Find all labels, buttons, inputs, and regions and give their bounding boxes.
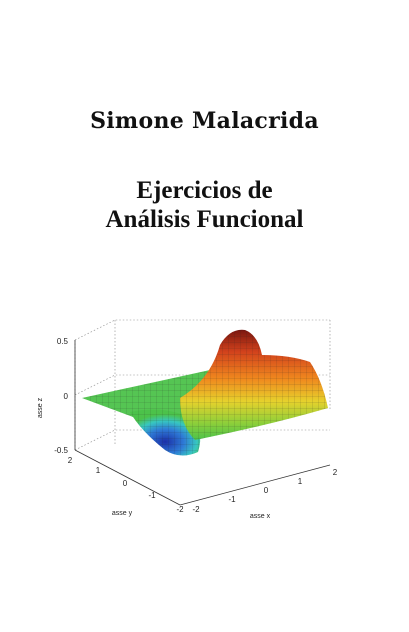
x-tick-label: 2 — [333, 468, 338, 477]
x-tick-label: 1 — [298, 477, 303, 486]
axis-lines — [74, 340, 331, 506]
y-axis-label: asse y — [112, 510, 133, 517]
title-line-1: Ejercicios de — [136, 177, 273, 204]
y-tick-labels: 2 1 0 -1 -2 — [68, 456, 184, 514]
x-tick-label: -1 — [228, 495, 236, 504]
z-tick-labels: 0.5 0 -0.5 — [54, 337, 68, 455]
z-tick-label: 0.5 — [57, 337, 69, 346]
surface-plot: 0.5 0 -0.5 asse z 2 1 0 -1 -2 asse y -2 … — [37, 319, 338, 520]
x-axis-label: asse x — [250, 513, 271, 520]
book-title: Ejercicios de Análisis Funcional — [0, 176, 409, 234]
y-tick-label: 2 — [68, 456, 73, 465]
x-tick-label: 0 — [264, 486, 269, 495]
z-tick-label: 0 — [64, 392, 69, 401]
y-tick-label: -2 — [176, 505, 184, 514]
y-tick-label: 1 — [96, 466, 101, 475]
y-tick-label: -1 — [148, 491, 156, 500]
z-tick-label: -0.5 — [54, 446, 68, 455]
author-name: Simone Malacrida — [90, 108, 319, 134]
title-line-2: Análisis Funcional — [105, 206, 304, 233]
y-tick-label: 0 — [123, 479, 128, 488]
x-tick-label: -2 — [192, 505, 200, 514]
x-tick-labels: -2 -1 0 1 2 — [192, 468, 337, 514]
z-axis-label: asse z — [37, 397, 44, 418]
